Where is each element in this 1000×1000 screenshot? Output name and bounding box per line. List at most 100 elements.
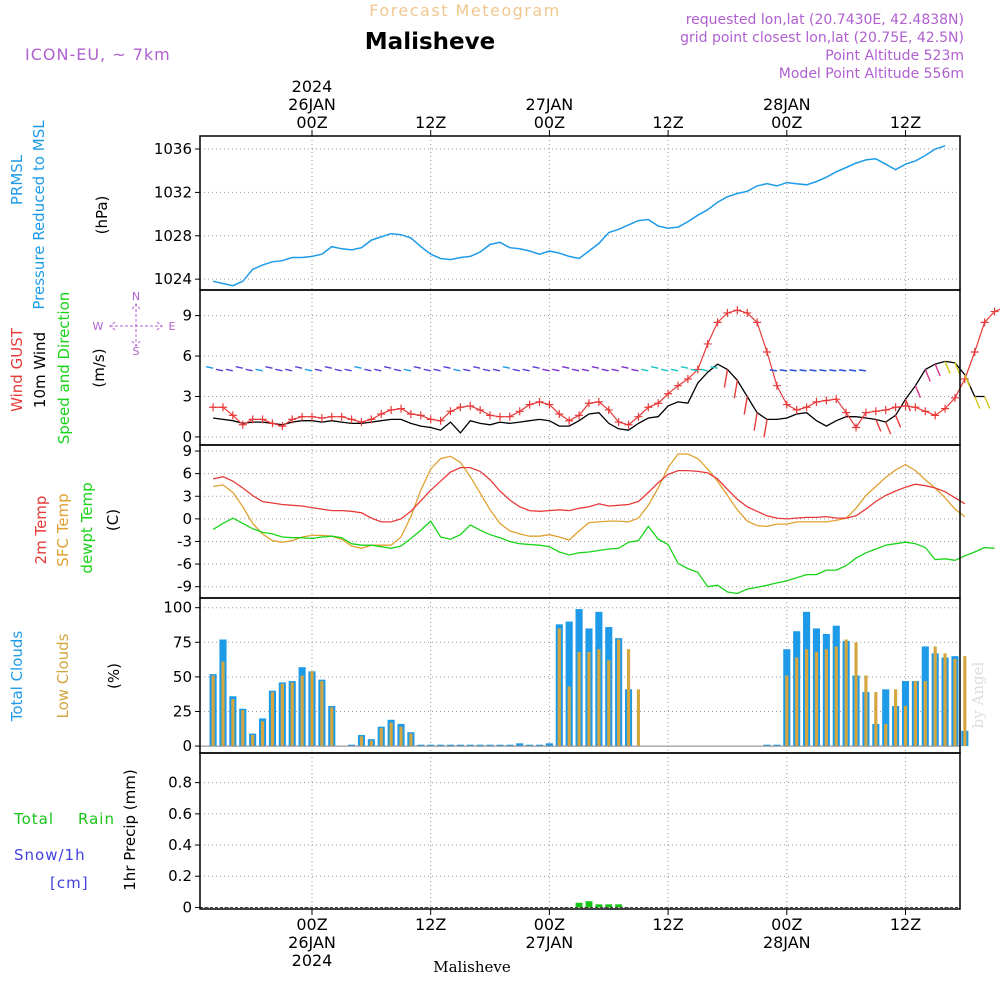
low-cloud-bar [874,692,878,747]
wind-direction-arrow [680,365,689,369]
gust-point [317,414,326,423]
wind-direction-arrow [225,368,234,372]
panel-frame-pressure [199,135,961,291]
low-cloud-bar [854,642,858,747]
total-cloud-bar [496,744,504,747]
gust-point [347,415,356,424]
gust-point [911,403,920,412]
total-cloud-bar [882,689,890,747]
wind-direction-arrow [641,368,649,372]
low-cloud-bar [231,699,235,747]
wind-direction-arrow [723,369,729,388]
temp-tick-label: -6 [177,555,192,573]
gust-point [258,415,267,424]
wind-direction-arrow [809,369,817,372]
wind-direction-arrow [660,368,669,372]
gust-point [238,420,247,429]
wind-direction-arrow [245,368,253,372]
low-cloud-bar [359,736,364,747]
top-time-date: 27JAN [526,95,574,114]
bottom-time-hour: 00Z [296,915,327,934]
top-time-hour: 12Z [652,113,683,132]
wind-direction-arrow [324,365,332,369]
low-cloud-bar [290,682,294,747]
gust-point [713,318,722,327]
total-cloud-bar [476,744,484,747]
gust-point [565,416,574,425]
wind-direction-arrow [710,365,718,369]
temp-tick-label: 9 [182,442,192,460]
wind-direction-arrow [453,368,461,372]
bottom-time-date: 27JAN [526,933,574,952]
gust-point [495,412,504,421]
bottom-time-date: 26JAN [288,933,336,952]
low-cloud-bar [270,692,275,747]
wind-direction-arrow [255,368,263,372]
low-cloud-bar [300,675,304,747]
wind-direction-arrow [934,363,941,377]
gust-point [812,397,821,406]
panel-frame-wind [199,289,961,446]
total-cloud-bar [545,743,553,747]
gust-point [268,419,277,428]
gust-point [921,407,930,416]
gust-point [416,411,425,420]
gust-point [842,408,851,417]
wind-speed-line [213,360,985,434]
wind-direction-arrow [433,368,441,372]
wind-direction-arrow [364,368,372,372]
low-cloud-bar [903,705,908,747]
total-cloud-bar [446,744,455,747]
forecast-title: Forecast Meteogram [369,1,560,20]
temp-dewpt-label: dewpt Temp [78,482,96,573]
total-cloud-bar [526,744,534,747]
gust-point [624,420,633,429]
low-cloud-bar [567,686,571,747]
gust-point [683,374,692,383]
footer-location: Malisheve [433,958,511,976]
low-cloud-bar [251,735,255,747]
low-cloud-bar [805,649,809,747]
gust-point [545,400,554,409]
cloud-low-label: Low Clouds [54,633,72,718]
gust-point [387,405,396,414]
gust-point [881,405,890,414]
low-cloud-bar [587,651,591,747]
temp-2m-label: 2m Temp [32,496,50,565]
bottom-time-hour: 12Z [652,915,683,934]
panel-frame-precip [199,752,961,910]
point-altitude: Point Altitude 523m [825,48,964,64]
pressure-tick-label: 1024 [154,270,192,288]
gust-point [446,407,455,416]
dewpt-temp-line [212,517,995,595]
gust-point [406,410,415,418]
total-cloud-bar [535,744,544,747]
wind-direction-arrow [492,368,501,372]
rain-bar [575,902,583,908]
wind-tick-label: 9 [182,307,192,325]
top-time-hour: 00Z [771,113,802,132]
gust-point [871,407,880,416]
low-cloud-bar [834,646,838,747]
cloud-unit: (%) [105,663,123,689]
temp-unit: (C) [104,509,122,531]
precip-axis-label: 1hr Precip (mm) [121,769,139,890]
pressure-tick-label: 1036 [154,140,192,158]
total-cloud-bar [437,744,445,747]
low-cloud-bar [824,649,828,747]
wind-direction-arrow [571,368,580,372]
pressure-tick-label: 1032 [154,183,192,201]
precip-rain-label: Rain [78,810,115,828]
gust-point [476,405,485,414]
total-cloud-bar [427,744,435,747]
total-cloud-bar [516,743,524,747]
low-cloud-bar [943,653,947,747]
temp-tick-label: 0 [182,510,192,528]
pressure-label-msl: Pressure Reduced to MSL [30,120,48,310]
gust-point [822,396,831,405]
wind-direction-arrow [413,365,421,369]
gust-point [950,393,959,402]
low-cloud-bar [557,628,561,747]
wind-direction-arrow [235,365,243,369]
gust-point [654,399,663,408]
